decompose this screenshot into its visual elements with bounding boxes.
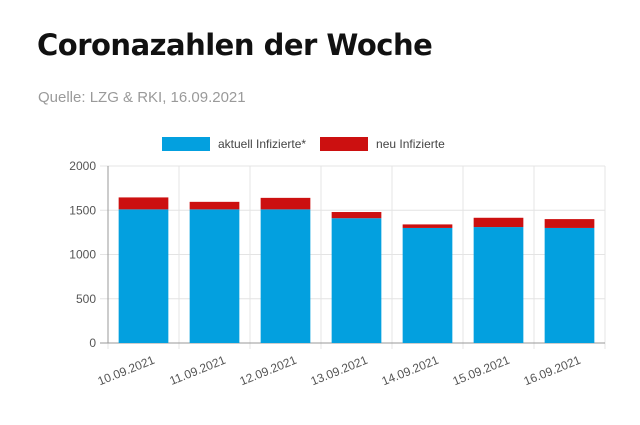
legend-swatch-current (162, 137, 210, 151)
bar-current-14.09.2021 (402, 227, 453, 343)
bar-current-10.09.2021 (118, 209, 169, 343)
bar-new-13.09.2021 (331, 212, 382, 219)
legend-label-new: neu Infizierte (376, 137, 445, 151)
legend-item-new[interactable]: neu Infizierte (320, 137, 445, 151)
chart-title: Coronazahlen der Woche (37, 28, 433, 62)
chart-source: Quelle: LZG & RKI, 16.09.2021 (38, 89, 246, 106)
legend-label-current: aktuell Infizierte* (218, 137, 307, 151)
x-tick-label: 15.09.2021 (451, 353, 512, 389)
bar-current-15.09.2021 (473, 227, 524, 343)
y-tick-label: 500 (76, 292, 96, 306)
legend-swatch-new (320, 137, 369, 151)
x-tick-label: 16.09.2021 (522, 353, 583, 389)
bar-current-11.09.2021 (189, 209, 240, 343)
legend-item-current[interactable]: aktuell Infizierte* (162, 137, 306, 151)
bar-new-12.09.2021 (260, 197, 311, 210)
bar-current-16.09.2021 (544, 227, 595, 343)
bar-current-13.09.2021 (331, 218, 382, 343)
bar-new-11.09.2021 (189, 201, 240, 210)
x-tick-label: 13.09.2021 (309, 353, 370, 389)
bar-new-16.09.2021 (544, 219, 595, 228)
y-tick-label: 1500 (69, 203, 96, 217)
bar-current-12.09.2021 (260, 209, 311, 343)
x-tick-label: 10.09.2021 (96, 353, 157, 389)
y-tick-label: 2000 (69, 159, 96, 173)
y-tick-label: 1000 (69, 248, 96, 262)
bar-new-15.09.2021 (473, 217, 524, 228)
x-tick-label: 14.09.2021 (380, 353, 441, 389)
y-tick-label: 0 (89, 336, 96, 350)
x-tick-label: 11.09.2021 (168, 353, 228, 388)
bar-new-10.09.2021 (118, 197, 169, 210)
x-tick-label: 12.09.2021 (238, 353, 299, 389)
bar-new-14.09.2021 (402, 224, 453, 228)
legend: aktuell Infizierte* neu Infizierte (162, 137, 459, 151)
